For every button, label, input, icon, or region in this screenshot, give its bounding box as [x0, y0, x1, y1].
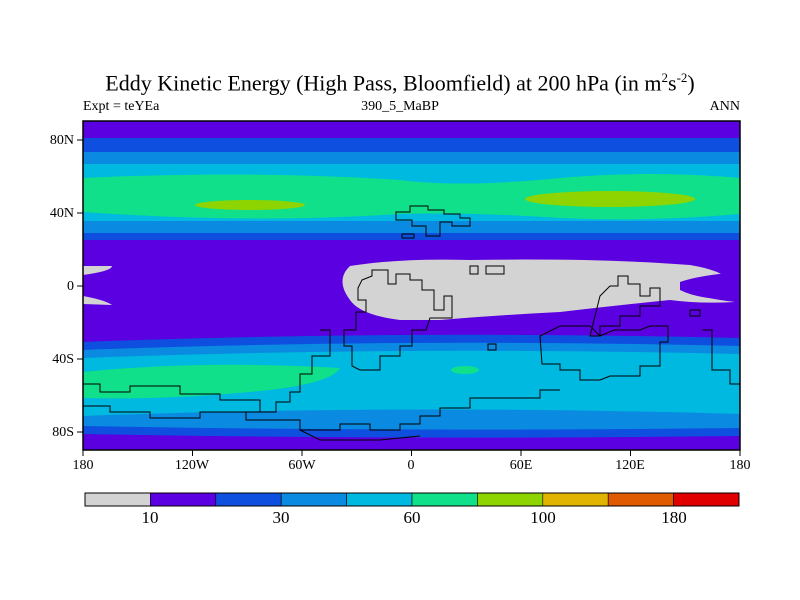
colorbar-label: 10 [141, 508, 159, 527]
nh-jet-max-east [525, 191, 695, 207]
y-tick-label: 80S [52, 425, 74, 440]
asia-fragment-b [485, 265, 505, 275]
low-eke-west-bottom [83, 296, 112, 305]
europe-outline [395, 205, 471, 237]
iberia-outline [401, 233, 415, 239]
colorbar-swatch [673, 492, 740, 507]
experiment-label: Expt = teYEa [83, 99, 160, 114]
low-eke-west-top [83, 266, 112, 275]
colorbar-swatch [280, 492, 347, 507]
x-tick-label: 180 [72, 458, 94, 473]
season-label: ANN [709, 99, 740, 114]
x-tick-label: 0 [407, 458, 415, 473]
x-tick-label: 60E [509, 458, 533, 473]
x-tick-label: 180 [729, 458, 751, 473]
colorbar-swatch [84, 492, 151, 507]
colorbar-swatch [607, 492, 674, 507]
maritime-continent-outline [589, 275, 661, 337]
coastlines [83, 205, 740, 441]
antarctic-coast-east [299, 429, 421, 441]
asia-fragment-a [469, 265, 479, 275]
australia-outline [539, 325, 669, 381]
colorbar-label: 30 [272, 508, 290, 527]
map-title: Eddy Kinetic Energy (High Pass, Bloomfie… [105, 70, 695, 96]
colorbar-swatch [150, 492, 217, 507]
colorbar-label: 60 [403, 508, 421, 527]
y-tick-label: 40N [49, 206, 74, 221]
pacific-indent [680, 272, 740, 300]
y-tick-label: 40S [52, 352, 74, 367]
colorbar-label: 100 [530, 508, 556, 527]
y-tick-label: 80N [49, 133, 74, 148]
africa-outline [343, 269, 453, 371]
antarctic-coast-west [83, 383, 261, 419]
south-america-outline [245, 329, 560, 431]
nh-jet-max-west [195, 200, 305, 210]
colorbar-frame [84, 492, 740, 507]
case-label: 390_5_MaBP [361, 99, 439, 114]
pacific-outline [702, 329, 740, 385]
island-outline-b [487, 343, 497, 351]
sh-jet-region [83, 364, 340, 399]
low-eke-tropics [342, 259, 735, 320]
y-tick-label: 0 [67, 279, 74, 294]
colorbar-swatch [411, 492, 478, 507]
contour-field [83, 121, 740, 450]
colorbar-swatch [477, 492, 544, 507]
colorbar-label: 180 [661, 508, 687, 527]
colorbar [84, 492, 740, 507]
x-tick-label: 120E [615, 458, 645, 473]
colorbar-swatch [346, 492, 413, 507]
colorbar-swatch [215, 492, 282, 507]
x-tick-label: 60W [288, 458, 316, 473]
x-tick-label: 120W [174, 458, 210, 473]
island-outline-a [689, 309, 701, 317]
sh-jet-core-small [451, 366, 479, 374]
colorbar-swatch [542, 492, 609, 507]
axis-ticks [77, 139, 741, 456]
